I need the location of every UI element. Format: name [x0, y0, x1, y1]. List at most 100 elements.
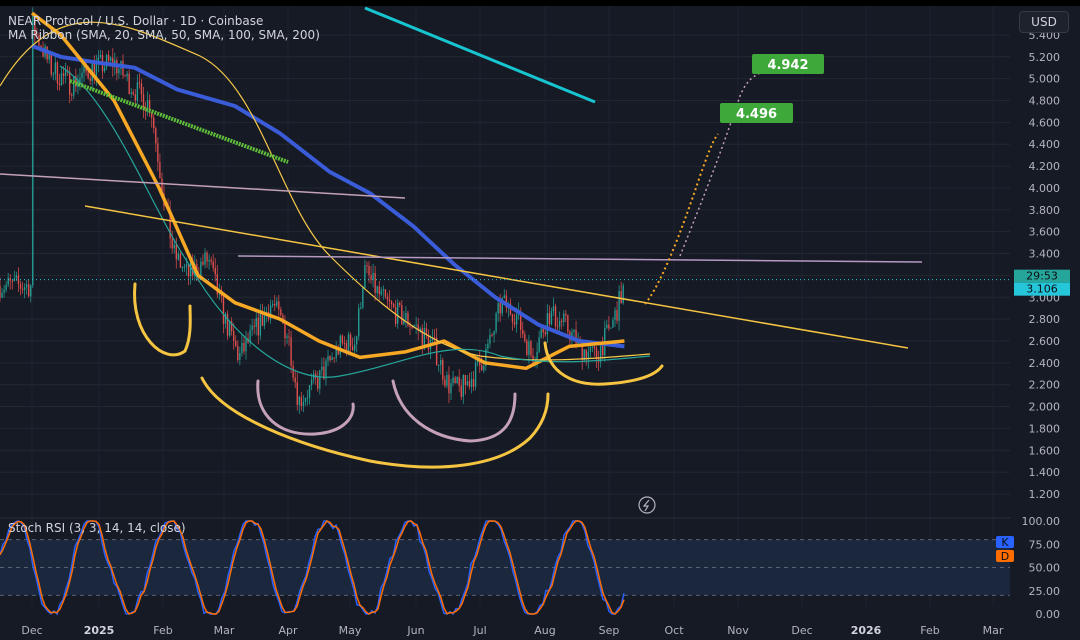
candle-body — [122, 60, 124, 76]
candle-body — [397, 302, 399, 324]
price-axis-bg — [1010, 6, 1080, 640]
candle-body — [546, 313, 549, 335]
candle-body — [235, 340, 237, 346]
chart-frame: 1.200 1.400 1.600 1.800 2.000 2.200 2.400 2.600… — [0, 6, 1080, 640]
candle-body — [515, 314, 518, 325]
candle-body — [499, 303, 501, 314]
last-price-badge — [1014, 282, 1070, 296]
candle-body — [306, 397, 309, 399]
chart-title: NEAR Protocol / U.S. Dollar · 1D · Coinb… — [8, 14, 264, 28]
candle-body — [110, 57, 112, 61]
time-tick-label: Nov — [727, 624, 749, 637]
candle-body — [52, 74, 54, 76]
candle-body — [378, 286, 380, 295]
candle-body — [454, 377, 456, 384]
candle-body — [214, 267, 216, 275]
candle-body — [573, 329, 575, 332]
candle-body — [612, 319, 614, 328]
candle-body — [310, 379, 313, 386]
candle-body — [327, 356, 329, 361]
candle-body — [286, 336, 288, 339]
time-tick-label: 2026 — [851, 624, 882, 637]
candle-body — [583, 349, 585, 361]
price-tick-label: 4.200 — [1029, 160, 1061, 173]
candle-body — [419, 328, 421, 331]
candle-body — [290, 337, 292, 366]
d-badge-label: D — [1001, 550, 1009, 563]
candle-body — [540, 328, 542, 338]
candle-body — [520, 311, 522, 331]
candle-body — [181, 267, 184, 269]
projection-path-1 — [644, 133, 719, 305]
candle-body — [210, 259, 212, 262]
cyan-trendline — [364, 6, 596, 104]
candle-body — [556, 326, 559, 328]
candle-body — [405, 312, 407, 320]
candle-body — [536, 351, 538, 361]
candle-body — [526, 340, 528, 355]
candle-body — [89, 78, 91, 81]
candle-body — [417, 324, 419, 331]
currency-button[interactable]: USD — [1019, 11, 1069, 33]
candle-body — [1, 292, 3, 298]
candle-body — [587, 351, 590, 360]
candle-body — [411, 326, 413, 328]
candle-body — [602, 345, 604, 356]
candle-body — [462, 374, 464, 397]
stoch-rsi-legend: Stoch RSI (3, 3, 14, 14, close) — [8, 521, 186, 535]
candle-body — [591, 346, 594, 348]
candle-body — [358, 308, 360, 337]
candle-body — [204, 252, 206, 265]
candle-body — [423, 328, 426, 345]
candle-body — [202, 261, 204, 265]
candle-body — [542, 328, 544, 333]
candle-body — [253, 325, 255, 327]
k-badge-label: K — [1001, 536, 1009, 549]
candle-body — [245, 338, 247, 352]
candle-body — [93, 63, 95, 77]
candle-body — [558, 320, 561, 327]
candle-body — [300, 396, 303, 406]
chart-svg[interactable]: 1.200 1.400 1.600 1.800 2.000 2.200 2.400 2.600… — [0, 6, 1080, 640]
candle-body — [79, 77, 81, 83]
candle-body — [179, 253, 182, 268]
left-shoulder-curve — [256, 379, 355, 436]
candle-body — [138, 82, 141, 84]
candle-body — [269, 305, 272, 320]
candle-body — [347, 334, 350, 354]
candle-body — [513, 322, 516, 325]
candle-body — [370, 275, 372, 280]
candle-body — [388, 299, 391, 302]
candle-body — [151, 113, 153, 118]
candle-body — [495, 313, 497, 332]
candle-body — [3, 289, 5, 293]
candle-body — [606, 324, 608, 329]
price-tick-label: 2.800 — [1029, 313, 1061, 326]
handle-curve — [543, 341, 664, 386]
candle-body — [224, 313, 227, 324]
candle-body — [552, 306, 555, 312]
candle-body — [132, 92, 134, 95]
candle-body — [208, 259, 210, 262]
candle-body — [565, 313, 567, 316]
countdown-badge — [1014, 269, 1070, 283]
time-tick-label: Dec — [791, 624, 812, 637]
candle-body — [561, 320, 563, 323]
time-tick-label: Feb — [920, 624, 939, 637]
candle-body — [329, 356, 331, 361]
candle-body — [433, 337, 436, 339]
price-tick-label: 2.600 — [1029, 335, 1061, 348]
candle-body — [146, 100, 149, 111]
candle-body — [126, 73, 128, 77]
candle-body — [28, 284, 30, 297]
candle-body — [384, 289, 387, 297]
candle-body — [474, 362, 477, 387]
candle-body — [466, 381, 469, 386]
candle-body — [472, 379, 475, 387]
candle-body — [50, 54, 52, 75]
candle-body — [142, 94, 145, 110]
candle-body — [99, 54, 102, 58]
candle-body — [302, 401, 305, 406]
candle-body — [230, 321, 233, 331]
price-tick-label: 4.800 — [1029, 95, 1061, 108]
